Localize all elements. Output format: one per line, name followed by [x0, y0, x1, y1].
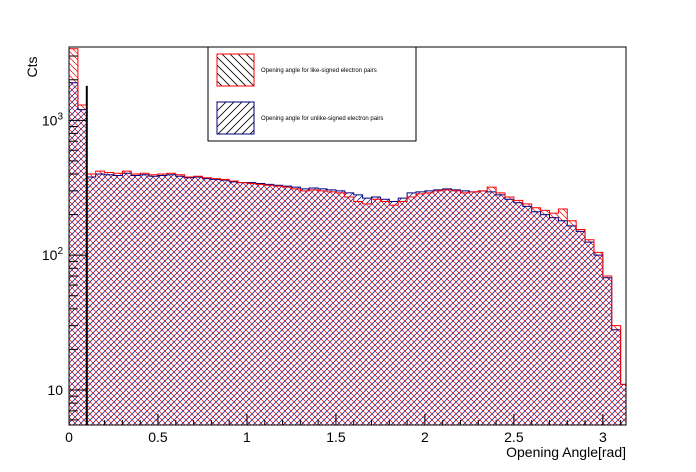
histogram-bin [318, 188, 328, 425]
histogram-bin [504, 199, 514, 425]
x-tick-label: 1.5 [326, 429, 346, 445]
y-axis: 10 102 103 [42, 55, 86, 421]
histogram-bin [380, 199, 390, 425]
histogram-bin [389, 201, 399, 425]
histogram-bin [264, 184, 274, 425]
series-unlike-signed-outline [69, 82, 626, 425]
histogram-bin [175, 176, 185, 425]
y-tick-label: 10 [47, 382, 63, 398]
histogram-bin [353, 194, 363, 425]
histogram-bin [69, 82, 78, 425]
histogram-bin [585, 242, 594, 425]
histogram-bin [229, 181, 239, 425]
histogram-bin [300, 188, 310, 425]
series-like-signed-outline [69, 48, 626, 425]
histogram-bin [371, 197, 381, 425]
histogram-bin [602, 277, 612, 425]
histogram-bin [362, 198, 372, 425]
x-tick-label: 0 [65, 429, 73, 445]
histogram-bin [344, 192, 354, 425]
x-tick-label: 2 [421, 429, 429, 445]
histogram-bin [424, 190, 434, 425]
histogram-bin [567, 225, 577, 425]
legend-swatch-like-signed [216, 53, 255, 87]
histogram-bin [327, 189, 336, 425]
histogram-bin [496, 194, 505, 425]
x-tick-label: 3 [599, 429, 607, 445]
histogram-bin [255, 183, 265, 425]
legend-label-unlike-signed: Opening angle for unlike-signed electron… [261, 116, 383, 122]
x-axis: 0 0.5 1 1.5 2 2.5 3 [65, 414, 622, 445]
histogram-bin [309, 187, 319, 425]
histogram-bin [122, 173, 132, 425]
histogram-bin [104, 174, 114, 425]
histogram-bin [487, 191, 497, 425]
x-tick-label: 0.5 [148, 429, 168, 445]
histogram-bin [282, 186, 292, 425]
x-axis-title: Opening Angle[rad] [506, 444, 626, 460]
histogram-bin [460, 190, 470, 425]
y-axis-title: Cts [24, 57, 40, 78]
histogram-bin [246, 182, 256, 425]
histogram-bin [513, 202, 523, 425]
x-tick-label: 1 [243, 429, 251, 445]
histogram-bin [184, 177, 194, 425]
histogram-bin [531, 211, 541, 425]
histogram-bin [451, 189, 461, 425]
histogram-bin [540, 214, 550, 425]
legend: Opening angle for like-signed electron p… [207, 46, 417, 142]
histogram-bin [220, 180, 230, 425]
histogram-bin [291, 187, 301, 425]
histogram-bin [469, 191, 479, 425]
histogram-bin [131, 175, 141, 425]
histogram-bin [140, 174, 150, 425]
histogram-bin [416, 191, 425, 425]
histogram-bin [238, 182, 247, 425]
histogram-bin [433, 189, 443, 425]
histogram-bin [193, 177, 203, 425]
histogram-bin [113, 175, 123, 425]
histogram-bin [522, 206, 532, 425]
histogram-bin [157, 175, 167, 425]
histogram-bin [558, 220, 568, 425]
histogram-bin [398, 198, 408, 425]
series-unlike-signed-fill [69, 82, 626, 425]
histogram-bin [211, 179, 221, 425]
histogram-outline [69, 48, 626, 425]
histogram-bin [407, 192, 417, 425]
histogram-bin [149, 176, 158, 425]
histogram-bin [593, 255, 603, 425]
histogram-outline [69, 82, 626, 425]
histogram-bin [202, 178, 212, 425]
histogram-bin [576, 231, 586, 425]
legend-label-like-signed: Opening angle for like-signed electron p… [261, 68, 377, 74]
histogram-bin [478, 190, 488, 425]
histogram-bin [620, 384, 626, 425]
histogram-bin [86, 177, 96, 425]
x-tick-label: 2.5 [504, 429, 524, 445]
histogram-bin [95, 174, 105, 425]
histogram-bin [611, 329, 621, 425]
histogram-bin [166, 174, 176, 425]
histogram-bin [549, 217, 559, 425]
histogram-bin [442, 188, 452, 425]
histogram-bin [335, 190, 345, 425]
y-tick-label: 103 [42, 111, 64, 128]
y-tick-label: 102 [42, 246, 64, 263]
legend-swatch-unlike-signed [216, 101, 255, 135]
histogram-bin [273, 185, 283, 425]
plot-area [69, 48, 626, 425]
histogram-bin [77, 109, 87, 425]
